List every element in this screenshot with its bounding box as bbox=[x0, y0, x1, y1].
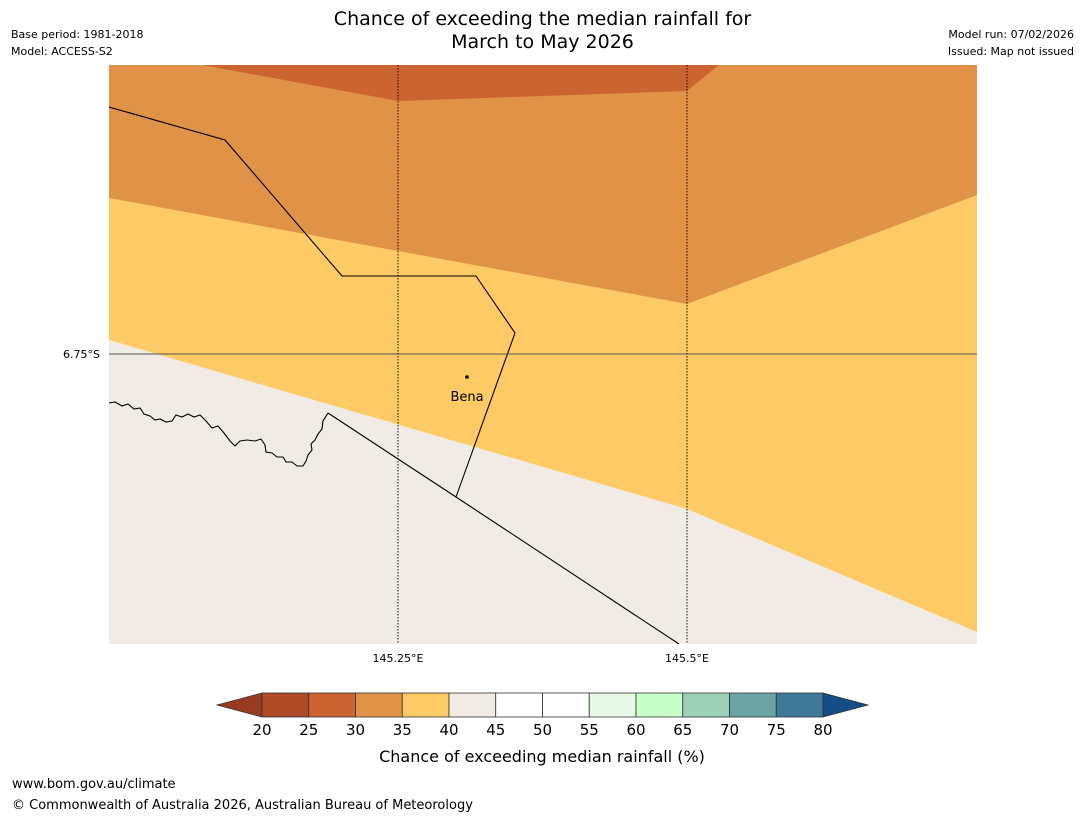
colorbar-swatch bbox=[308, 692, 356, 718]
colorbar-swatch bbox=[775, 692, 824, 718]
province-border-north bbox=[109, 106, 516, 498]
band-25-30 bbox=[202, 65, 719, 101]
town-label: Bena bbox=[450, 390, 483, 405]
colorbar-swatch bbox=[448, 692, 497, 718]
colorbar-tick-label: 35 bbox=[393, 721, 412, 739]
colorbar-tick-label: 65 bbox=[673, 721, 692, 739]
colorbar-tick-label: 40 bbox=[439, 721, 458, 739]
colorbar-tick-label: 30 bbox=[346, 721, 365, 739]
colorbar-swatch bbox=[542, 692, 590, 718]
colorbar-tick-label: 70 bbox=[720, 721, 739, 739]
issued-status: Issued: Map not issued bbox=[947, 45, 1074, 58]
colorbar: 20 25 30 35 40 45 50 55 60 65 70 75 80 Chance of exc… bbox=[215, 692, 870, 766]
meta-left: Base period: 1981-2018 Model: ACCESS-S2 bbox=[11, 26, 143, 60]
town-marker bbox=[465, 375, 469, 379]
colorbar-tick-label: 60 bbox=[626, 721, 645, 739]
colorbar-swatch bbox=[495, 692, 543, 718]
province-border-south bbox=[327, 412, 680, 644]
lat-label: 6.75°S bbox=[63, 348, 100, 361]
colorbar-swatch bbox=[401, 692, 450, 718]
model-run: Model run: 07/02/2026 bbox=[948, 28, 1074, 41]
colorbar-swatch bbox=[729, 692, 777, 718]
base-period: Base period: 1981-2018 bbox=[11, 28, 144, 41]
lon-label-1: 145.25°E bbox=[373, 652, 424, 665]
map-title: Chance of exceeding the median rainfall … bbox=[0, 8, 1085, 54]
colorbar-swatches bbox=[261, 692, 824, 718]
lon-label-2: 145.5°E bbox=[665, 652, 709, 665]
colorbar-tick-label: 45 bbox=[486, 721, 505, 739]
title-line-1: Chance of exceeding the median rainfall … bbox=[333, 8, 752, 30]
colorbar-tick-label: 75 bbox=[767, 721, 786, 739]
footer: www.bom.gov.au/climate © Commonwealth of… bbox=[12, 774, 473, 816]
colorbar-tick-label: 25 bbox=[299, 721, 318, 739]
colorbar-title: Chance of exceeding median rainfall (%) bbox=[379, 747, 705, 766]
coastline bbox=[109, 401, 329, 467]
footer-copyright: © Commonwealth of Australia 2026, Austra… bbox=[12, 798, 473, 813]
colorbar-swatch bbox=[635, 692, 684, 718]
colorbar-swatch bbox=[261, 692, 310, 718]
footer-url: www.bom.gov.au/climate bbox=[12, 777, 176, 792]
meta-right: Model run: 07/02/2026 Issued: Map not is… bbox=[948, 26, 1074, 60]
colorbar-tick-label: 80 bbox=[813, 721, 832, 739]
map-area: Bena bbox=[109, 65, 977, 644]
colorbar-tick-label: 20 bbox=[252, 721, 271, 739]
colorbar-swatch bbox=[682, 692, 730, 718]
colorbar-over-arrow bbox=[822, 692, 870, 718]
colorbar-swatch bbox=[355, 692, 403, 718]
band-30-35 bbox=[109, 65, 977, 304]
colorbar-ticks: 20 25 30 35 40 45 50 55 60 65 70 75 80 bbox=[252, 721, 832, 739]
colorbar-tick-label: 50 bbox=[533, 721, 552, 739]
model-name: Model: ACCESS-S2 bbox=[11, 45, 113, 58]
colorbar-tick-label: 55 bbox=[580, 721, 599, 739]
title-line-2: March to May 2026 bbox=[451, 31, 634, 53]
colorbar-under-arrow bbox=[215, 692, 263, 718]
colorbar-swatch bbox=[588, 692, 637, 718]
